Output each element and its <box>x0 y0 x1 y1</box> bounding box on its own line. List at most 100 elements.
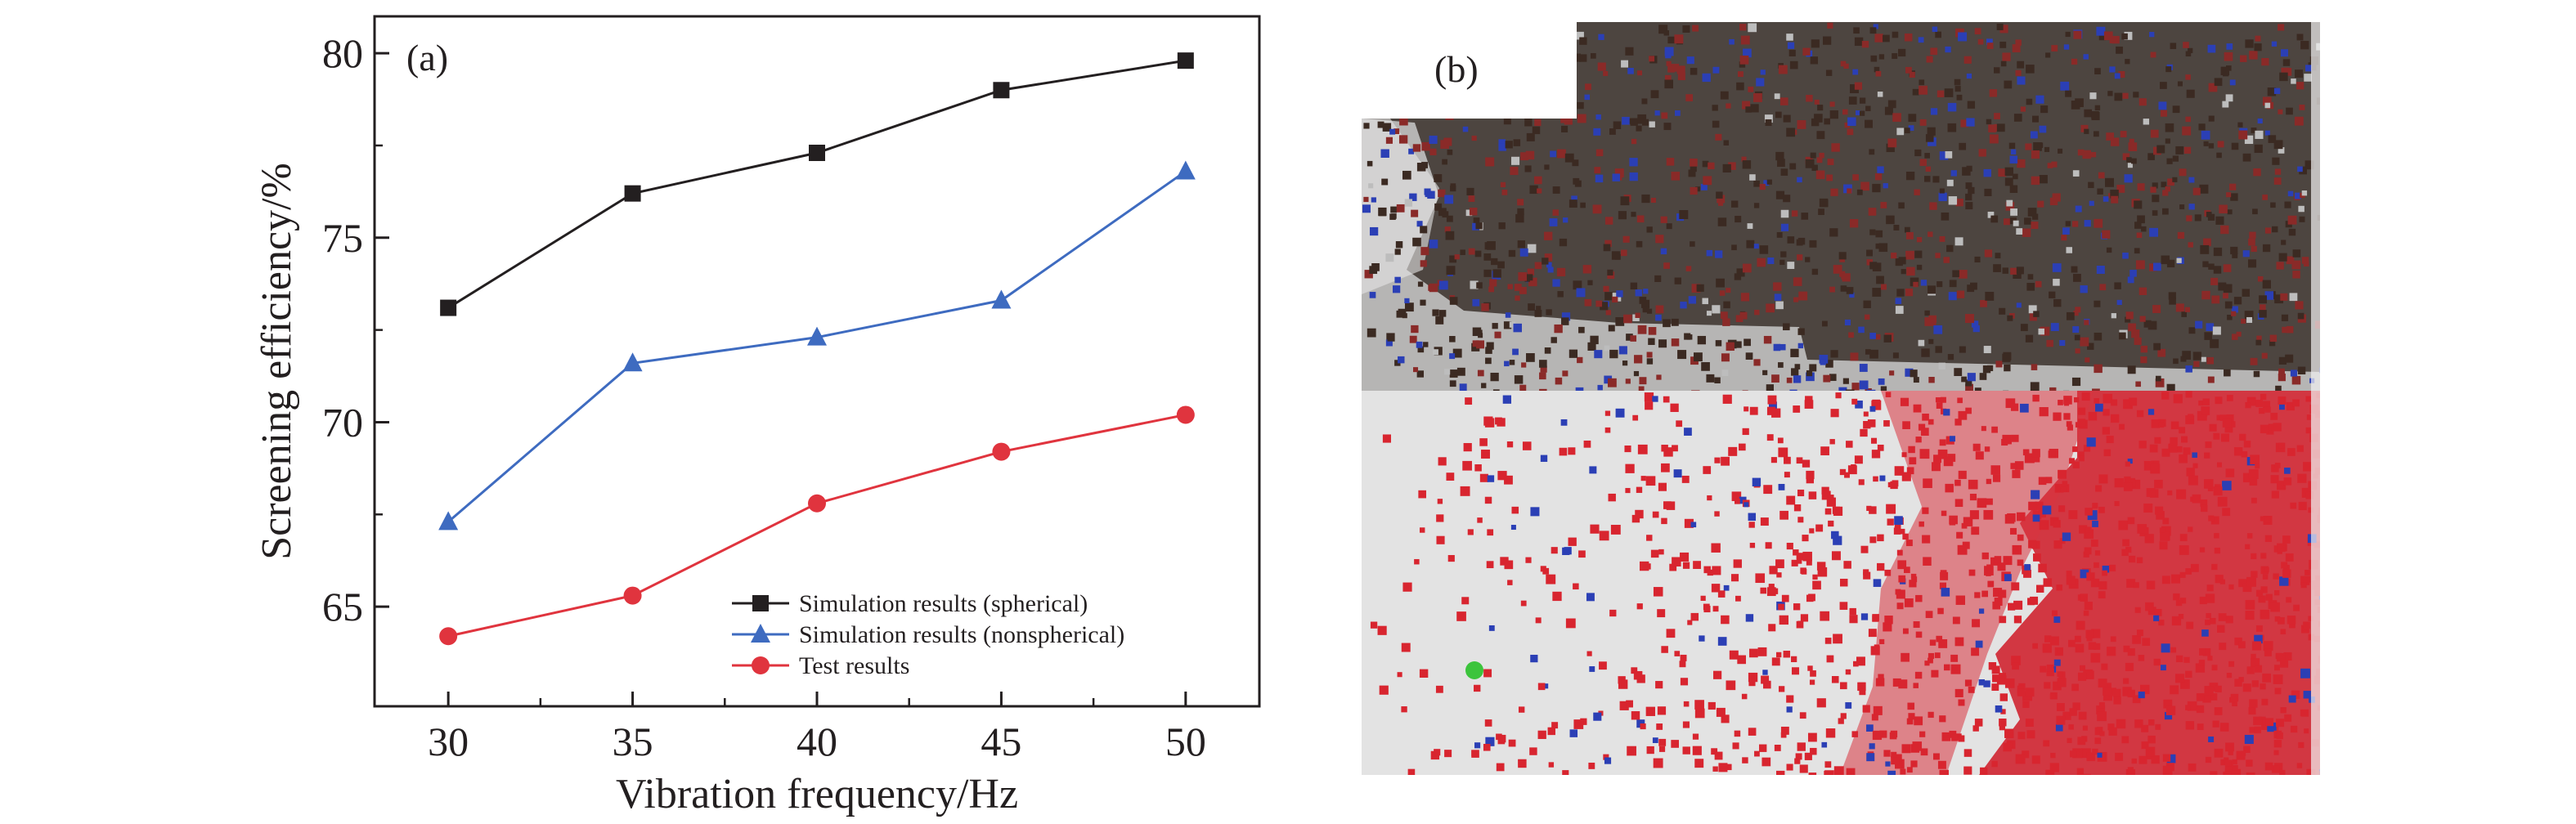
particle <box>2193 360 2200 367</box>
particle <box>1856 656 1865 666</box>
particle <box>2161 665 2166 671</box>
particle <box>1401 643 1411 652</box>
particle <box>2016 512 2026 522</box>
particle <box>1873 579 1882 587</box>
particle <box>2165 123 2174 132</box>
particle <box>1786 542 1793 550</box>
particle <box>2047 163 2053 168</box>
particle <box>2092 521 2098 527</box>
particle <box>1748 513 1757 522</box>
particle <box>2188 414 2194 420</box>
particle <box>1637 114 1647 123</box>
particle <box>1539 372 1546 380</box>
particle <box>1810 747 1817 755</box>
particle <box>1920 280 1928 286</box>
particle <box>1671 318 1679 326</box>
particle <box>1797 328 1805 335</box>
particle <box>1721 456 1730 466</box>
particle <box>2224 759 2232 767</box>
particle <box>2300 625 2309 634</box>
particle <box>2159 541 2168 550</box>
particle <box>2098 172 2105 179</box>
particle <box>1938 192 1947 202</box>
particle <box>1371 197 1376 203</box>
particle <box>1913 683 1919 688</box>
particle <box>1840 285 1847 292</box>
particle <box>1763 180 1770 186</box>
particle <box>2150 464 2161 474</box>
particle <box>2274 616 2281 622</box>
particle <box>2206 584 2214 592</box>
particle <box>2103 31 2113 41</box>
particle <box>2198 660 2206 666</box>
particle <box>2144 534 2154 544</box>
particle <box>1509 360 1515 365</box>
particle <box>1988 662 1997 670</box>
particle <box>1530 507 1540 517</box>
particle <box>1740 293 1750 302</box>
particle <box>2013 600 2023 610</box>
particle <box>2138 98 2147 106</box>
particle <box>1768 584 1775 590</box>
particle <box>2072 170 2080 177</box>
particle <box>1876 678 1885 687</box>
data-point-square <box>440 299 457 316</box>
particle <box>1889 732 1897 740</box>
particle <box>2224 301 2233 309</box>
particle <box>1951 734 1958 741</box>
particle <box>1744 406 1749 412</box>
particle <box>1838 252 1847 260</box>
particle <box>1485 157 1495 167</box>
series-markers <box>438 52 1196 646</box>
particle <box>1820 446 1829 455</box>
particle <box>2066 311 2075 320</box>
particle <box>2012 469 2021 478</box>
particle <box>1797 620 1803 627</box>
particle <box>2248 259 2257 268</box>
particle <box>2122 92 2129 99</box>
particle <box>2290 369 2298 377</box>
particle <box>1779 259 1785 266</box>
particle <box>1498 139 1506 146</box>
particle <box>1892 352 1899 359</box>
particle <box>1972 619 1981 628</box>
particle <box>1936 402 1943 409</box>
particle <box>1714 457 1721 464</box>
particle <box>1776 572 1782 578</box>
particle <box>2020 106 2026 112</box>
particle <box>1807 665 1813 671</box>
particle <box>1687 620 1693 625</box>
particle <box>2240 55 2247 62</box>
particle <box>2149 227 2158 237</box>
particle <box>1843 561 1851 569</box>
particle <box>2271 490 2279 499</box>
particle <box>1797 554 1804 561</box>
particle <box>2185 721 2195 730</box>
particle <box>2158 101 2167 110</box>
particle <box>1783 651 1791 658</box>
particle <box>1462 126 1469 132</box>
particle <box>2250 357 2258 365</box>
particle <box>1954 499 1963 508</box>
particle <box>1870 55 1878 62</box>
particle <box>1650 197 1656 204</box>
particle <box>1527 244 1537 253</box>
particle <box>2081 392 2090 401</box>
particle <box>1992 674 2000 683</box>
particle <box>1367 328 1376 338</box>
particle <box>1744 502 1749 508</box>
particle <box>1671 64 1680 72</box>
particle <box>1716 707 1726 717</box>
particle <box>2084 128 2089 134</box>
particle <box>1986 38 1993 46</box>
particle <box>2108 727 2117 736</box>
particle <box>1540 365 1547 373</box>
particle <box>1892 53 1898 60</box>
particle <box>1510 525 1516 531</box>
particle <box>1793 549 1799 556</box>
particle <box>2090 652 2101 663</box>
particle <box>1954 688 1963 697</box>
particle <box>1633 670 1643 680</box>
particle <box>1967 101 1976 109</box>
particle <box>1999 673 2007 681</box>
